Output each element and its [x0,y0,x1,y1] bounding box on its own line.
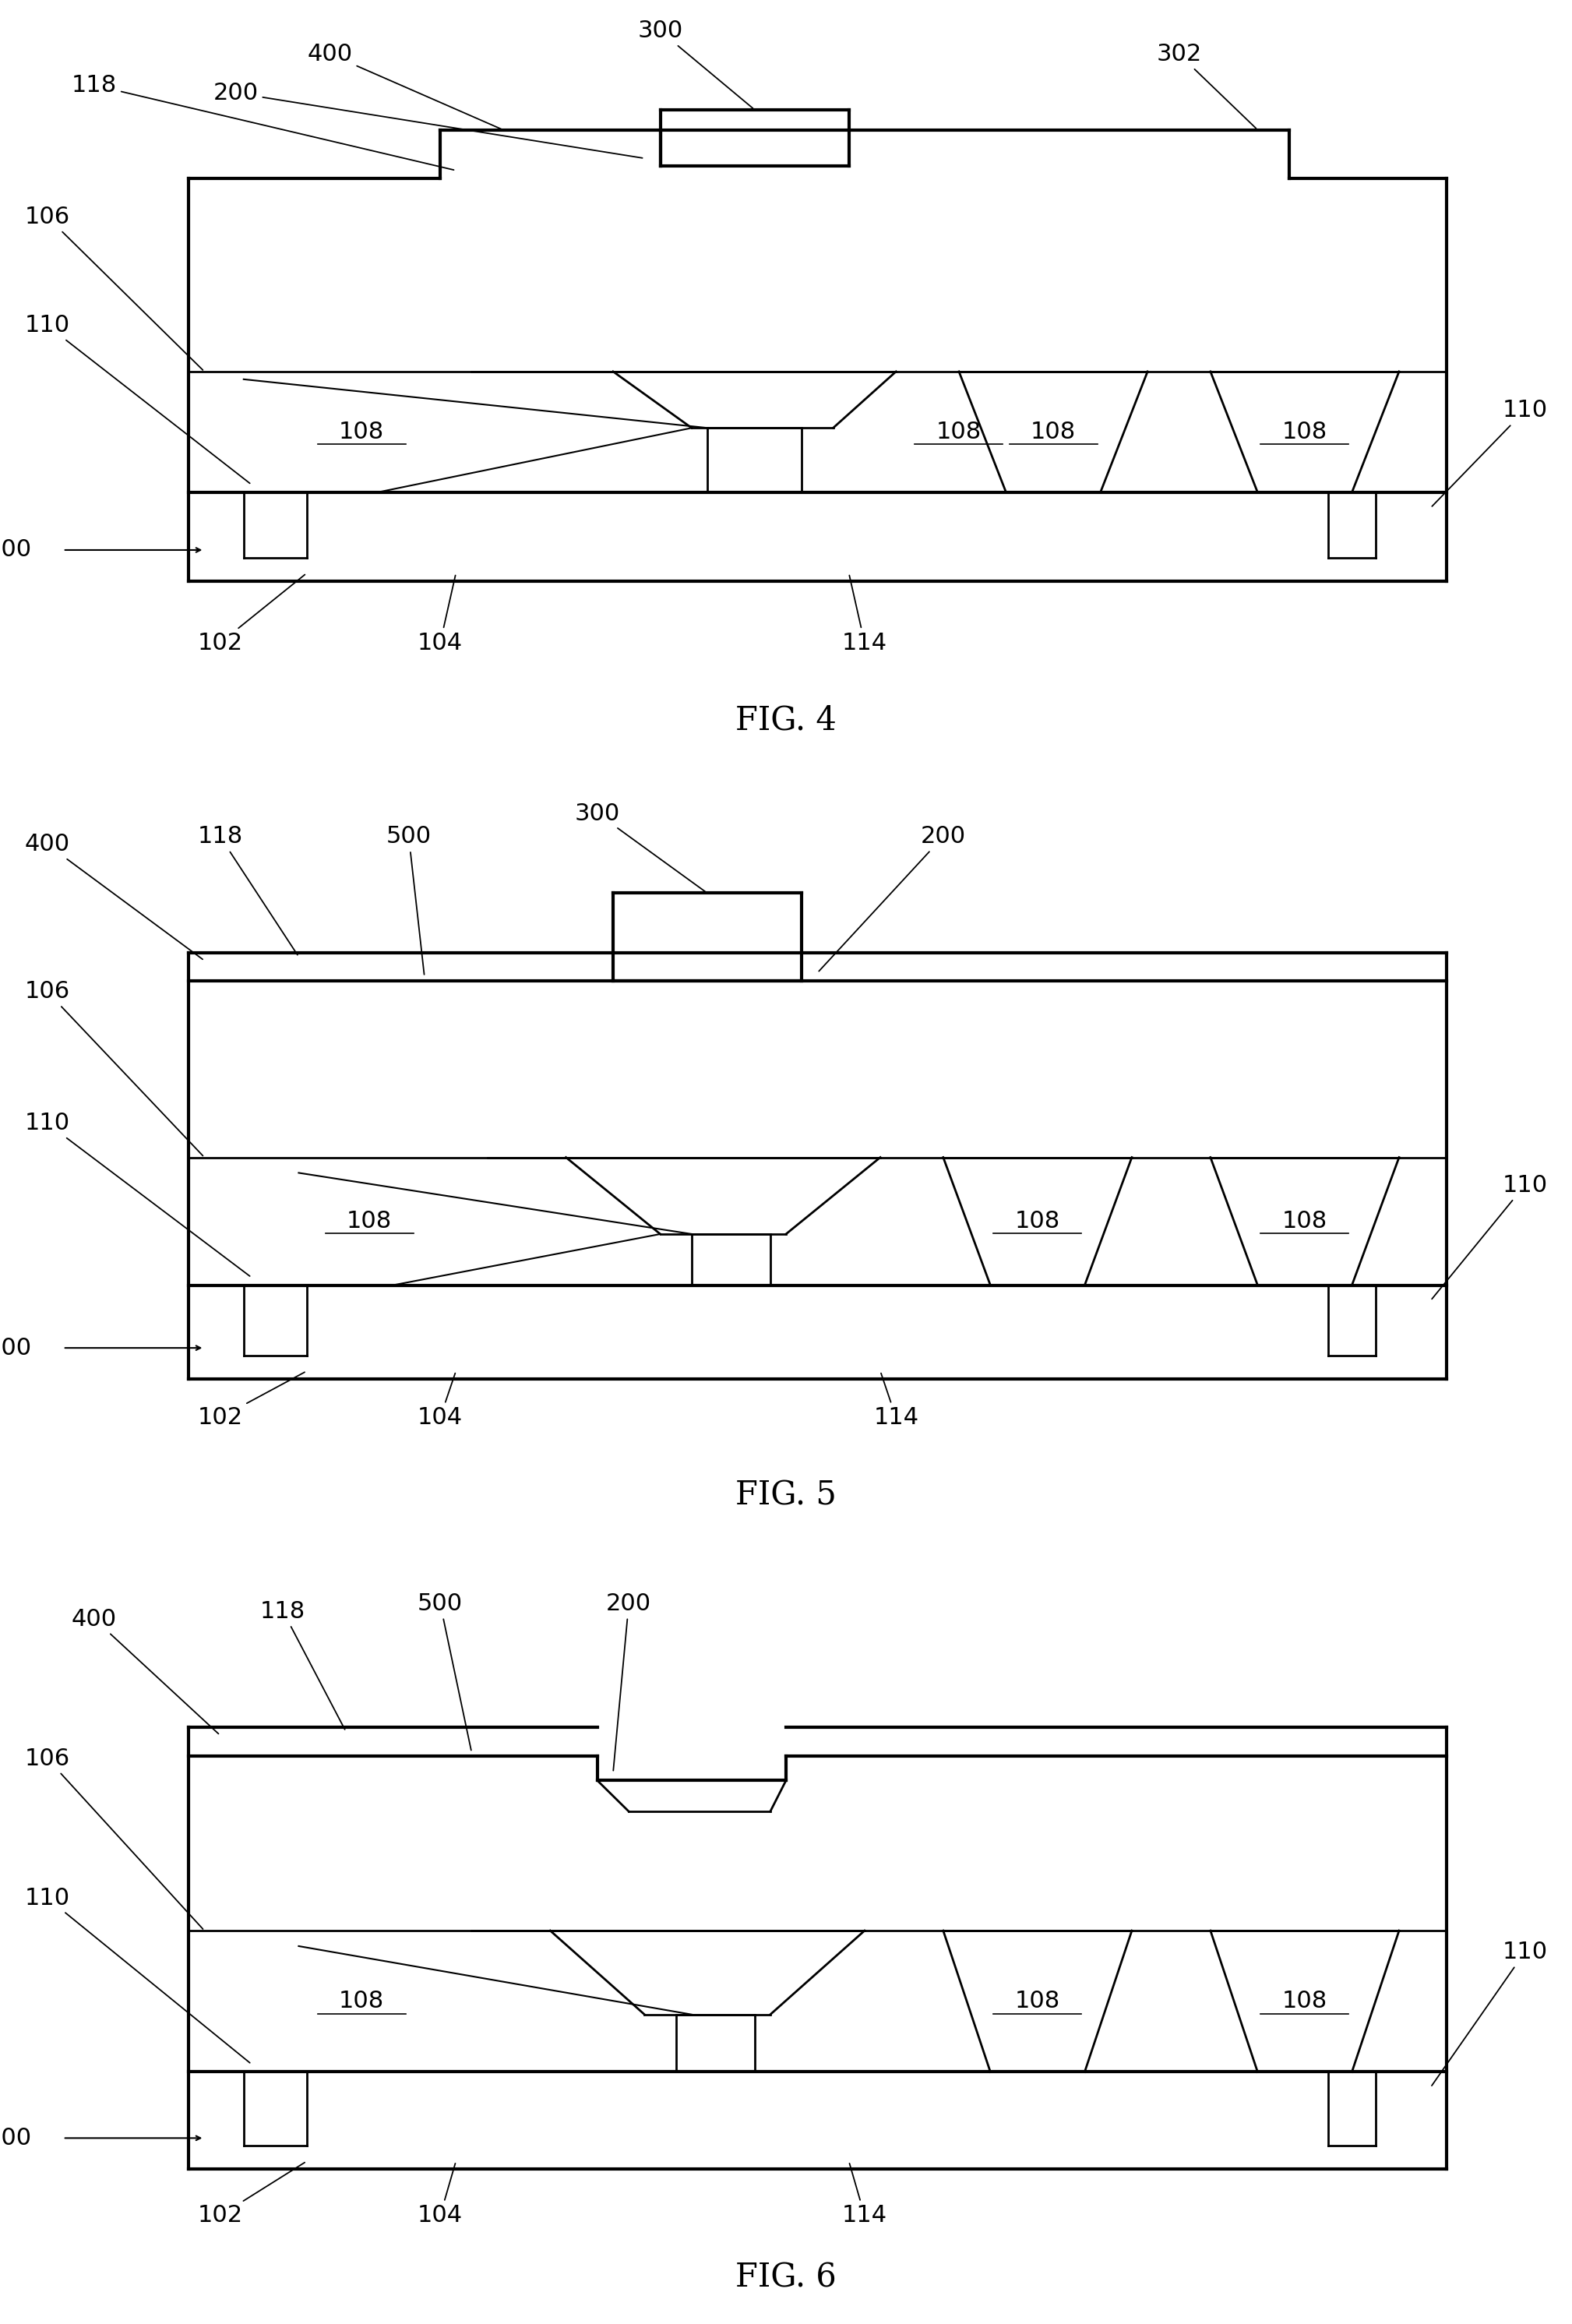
Text: 302: 302 [1157,42,1256,128]
Text: FIG. 4: FIG. 4 [736,704,836,737]
Text: 114: 114 [874,1373,918,1429]
Text: 106: 106 [25,981,203,1155]
Text: 114: 114 [843,2164,887,2226]
Text: 100: 100 [0,539,31,562]
Text: 108: 108 [937,421,981,444]
Text: 110: 110 [1432,1941,1547,2085]
Text: 108: 108 [347,1211,391,1232]
Text: FIG. 5: FIG. 5 [736,1478,836,1511]
Text: 110: 110 [25,1111,250,1276]
Text: 106: 106 [25,205,203,370]
Text: 108: 108 [1283,1211,1327,1232]
Text: 300: 300 [575,802,706,892]
Text: 400: 400 [25,832,203,960]
Text: 104: 104 [418,1373,462,1429]
Text: 104: 104 [418,576,462,655]
Text: 108: 108 [1016,1989,1060,2013]
Text: 104: 104 [418,2164,462,2226]
Text: 102: 102 [198,2161,305,2226]
Text: 110: 110 [25,1887,250,2064]
Text: 108: 108 [1283,421,1327,444]
Text: 106: 106 [25,1748,203,1929]
Text: 500: 500 [418,1592,472,1750]
Text: FIG. 6: FIG. 6 [736,2261,836,2294]
Text: 102: 102 [198,574,305,655]
Text: 110: 110 [1432,1174,1547,1299]
Text: 100: 100 [0,2126,31,2150]
Text: 400: 400 [308,42,501,128]
Text: 108: 108 [340,421,384,444]
Text: 108: 108 [340,1989,384,2013]
Text: 400: 400 [72,1608,219,1734]
Text: 110: 110 [25,314,250,483]
Text: 108: 108 [1016,1211,1060,1232]
Text: 300: 300 [638,19,753,109]
Text: 114: 114 [843,576,887,655]
Text: 108: 108 [1283,1989,1327,2013]
Text: 118: 118 [198,825,297,955]
Text: 102: 102 [198,1371,305,1429]
Text: 110: 110 [1432,400,1547,507]
Text: 500: 500 [387,825,431,974]
Text: 118: 118 [261,1599,344,1729]
Text: 108: 108 [1031,421,1075,444]
Text: 200: 200 [214,81,643,158]
Text: 200: 200 [819,825,965,971]
Text: 200: 200 [607,1592,651,1771]
Text: 100: 100 [0,1336,31,1360]
Text: 118: 118 [72,74,454,170]
